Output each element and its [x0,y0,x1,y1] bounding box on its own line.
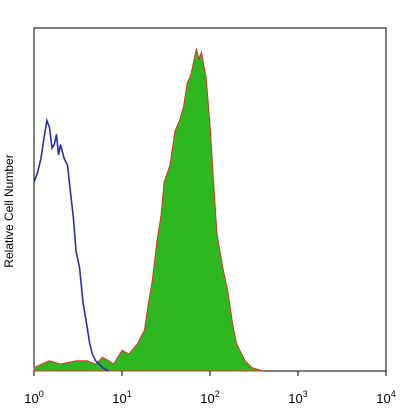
line-histogram-series-1 [33,117,109,372]
x-tick-label-1: 101 [112,389,131,406]
x-tick-label-0: 100 [24,389,43,406]
x-ticks: 100 101 102 103 104 [24,371,396,406]
x-tick-label-4: 104 [376,389,395,406]
x-tick-label-2: 102 [200,389,219,406]
filled-histogram-series-0 [33,48,264,372]
y-axis-label: Relative Cell Number [2,154,16,267]
x-tick-label-3: 103 [288,389,307,406]
series-layer [33,48,264,372]
